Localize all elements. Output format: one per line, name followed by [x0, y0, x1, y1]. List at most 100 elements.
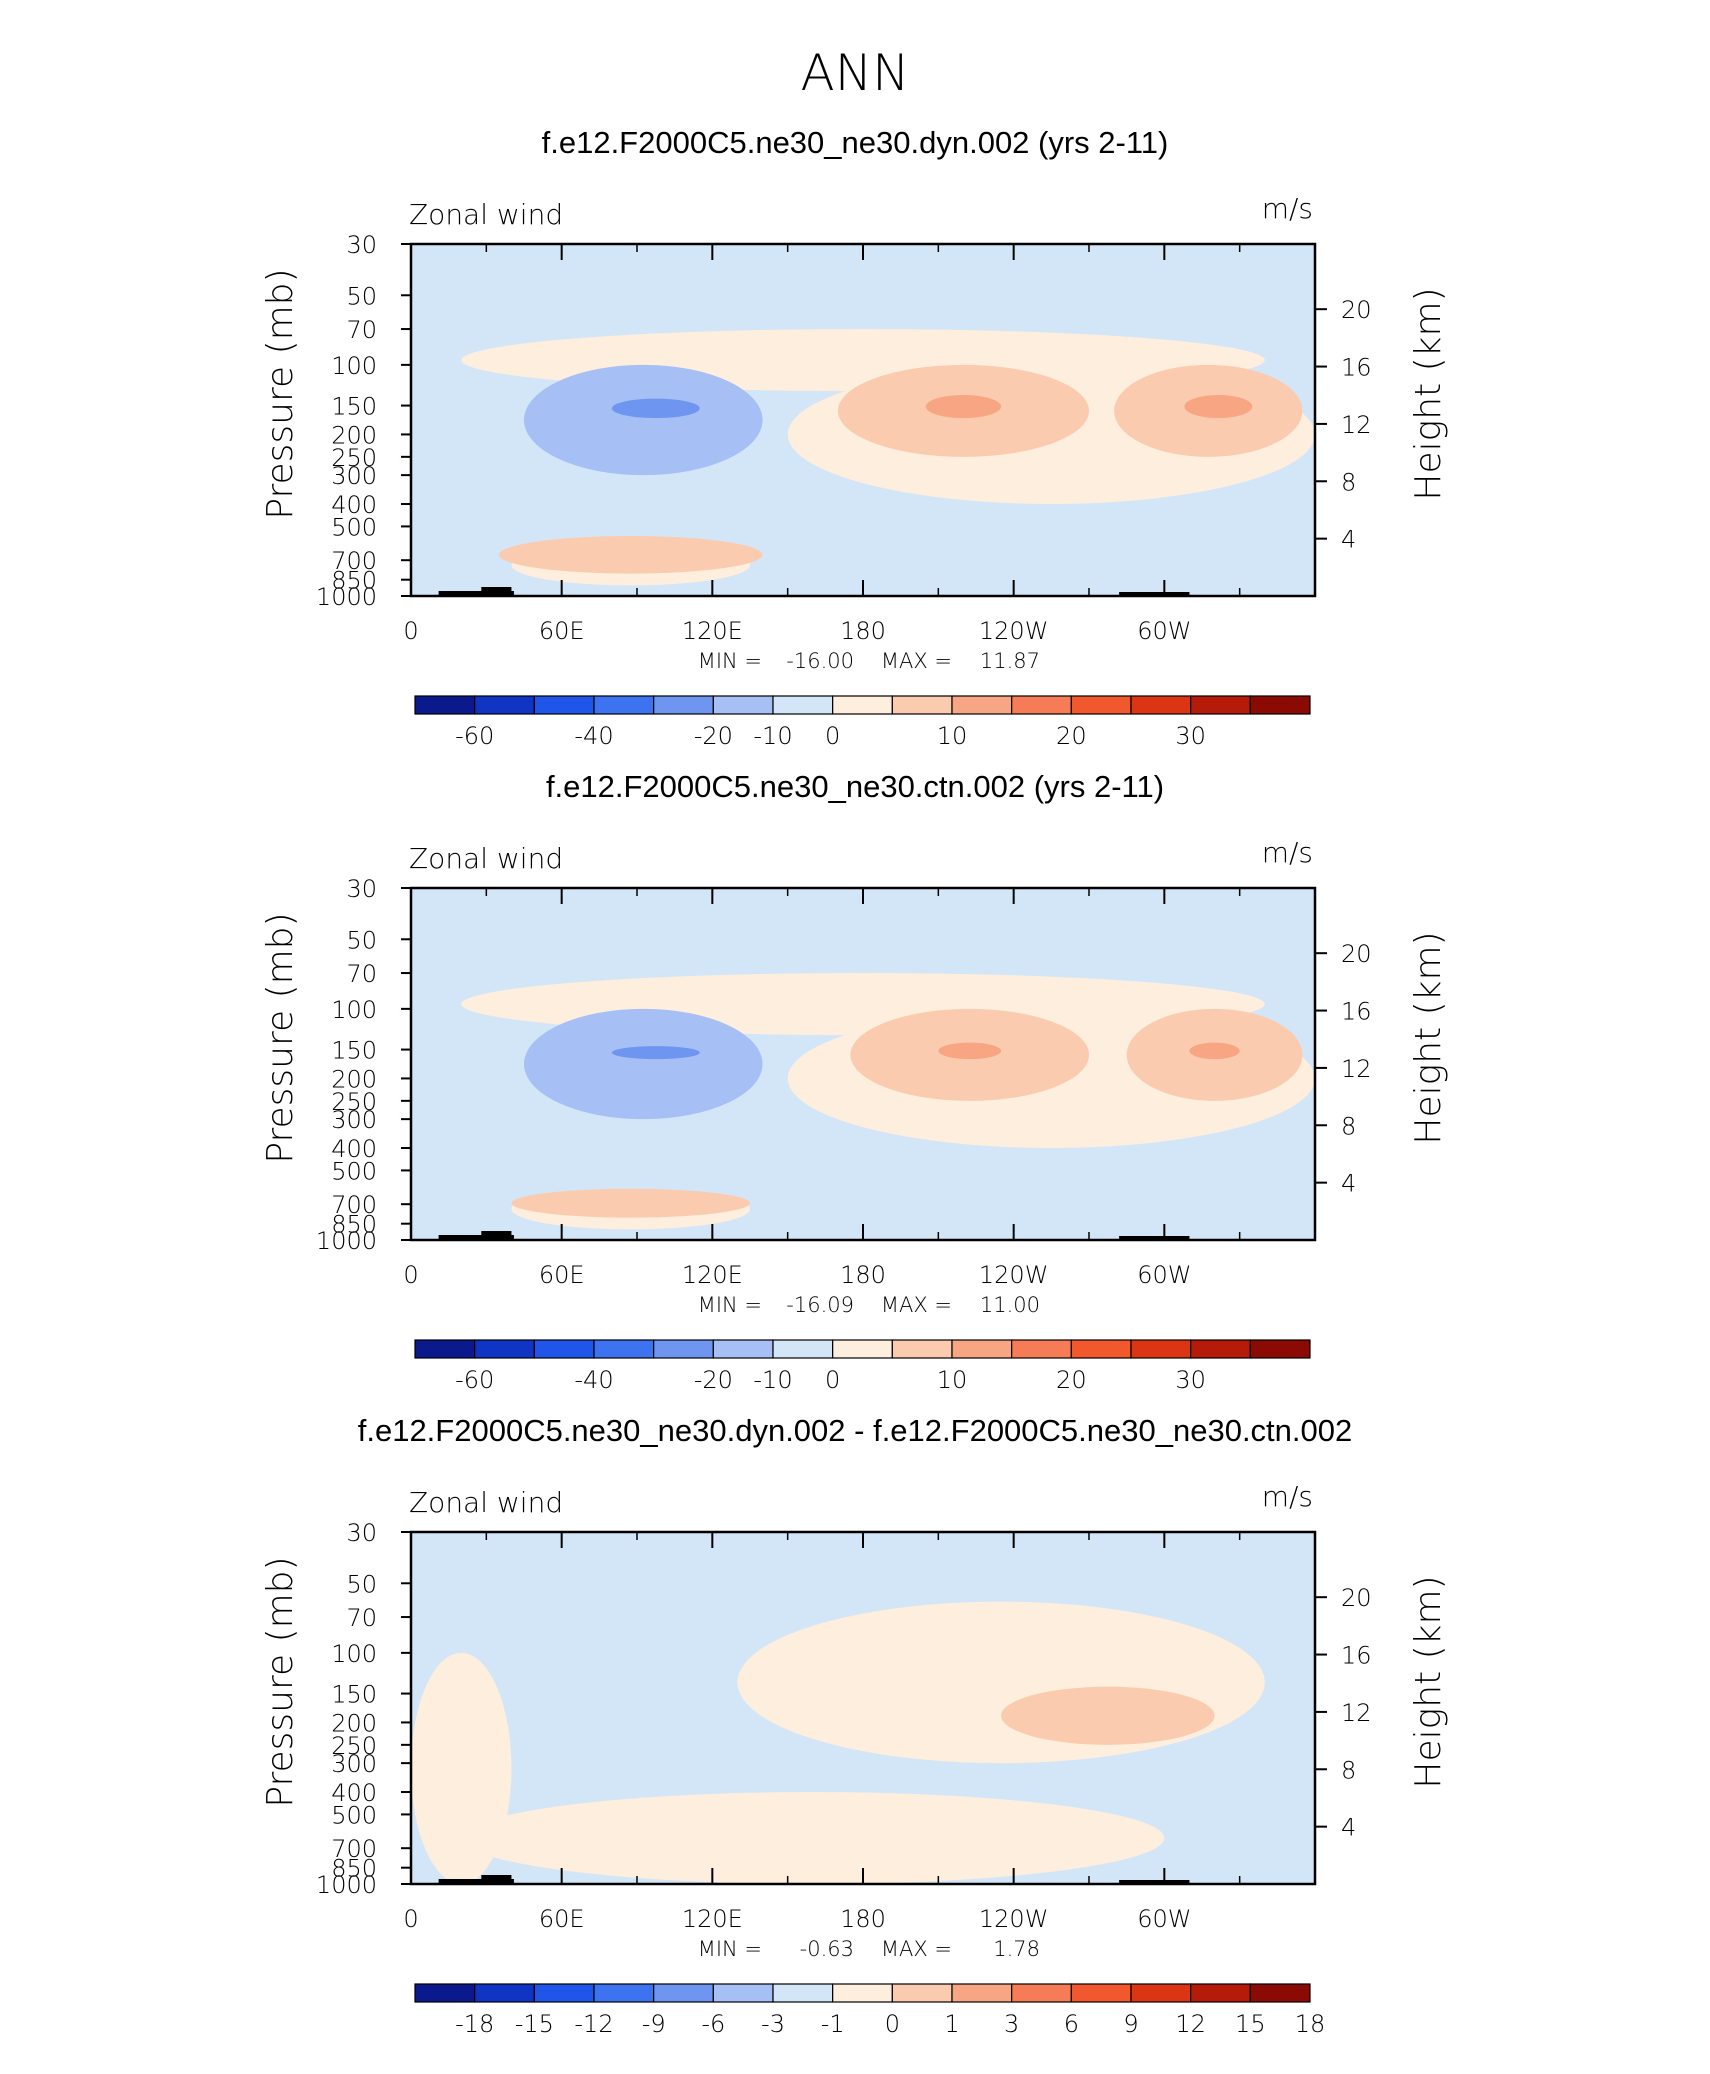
colorbar-box	[1249, 695, 1311, 715]
field-region-6	[1184, 394, 1253, 419]
y-axis-label-right: Height (km)	[1408, 931, 1449, 1144]
colorbar-label: 20	[1056, 722, 1087, 750]
colorbar-box	[593, 695, 655, 715]
y-tick-label: 400	[331, 1135, 377, 1163]
colorbar-box	[1249, 1339, 1311, 1359]
panel-title: f.e12.F2000C5.ne30_ne30.ctn.002 (yrs 2-1…	[546, 769, 1164, 804]
y-tick-label: 30	[346, 1519, 377, 1547]
x-tick-label: 120W	[979, 1905, 1049, 1933]
field-region-8	[611, 398, 700, 419]
left-label: Zonal wind	[409, 842, 563, 875]
colorbar-label: 0	[825, 1366, 840, 1394]
colorbar-box	[1190, 1983, 1251, 2003]
y-tick-label: 1000	[316, 1871, 377, 1899]
min-value: -16.09	[786, 1293, 854, 1317]
height-tick-label: 16	[1341, 1642, 1372, 1670]
colorbar-label: 10	[937, 722, 968, 750]
left-label: Zonal wind	[409, 198, 563, 231]
max-label: MAX =	[881, 1937, 952, 1961]
colorbar-label: -20	[694, 1366, 733, 1394]
colorbar-box	[593, 1339, 655, 1359]
colorbar-label: -60	[455, 1366, 494, 1394]
y-tick-label: 400	[331, 491, 377, 519]
colorbar-box	[533, 695, 595, 715]
y-tick-label: 150	[331, 1037, 377, 1065]
colorbar-box	[1011, 1983, 1072, 2003]
colorbar-box	[414, 1339, 476, 1359]
topography	[1119, 592, 1190, 596]
min-value: -0.63	[800, 1937, 854, 1961]
height-tick-label: 16	[1341, 998, 1372, 1026]
field	[411, 1532, 1315, 1884]
y-tick-label: 700	[331, 1191, 377, 1219]
x-tick-label: 60E	[539, 617, 585, 645]
colorbar-label: 1	[944, 2010, 959, 2038]
y-tick-label: 150	[331, 1681, 377, 1709]
colorbar-box	[474, 695, 535, 715]
y-tick-label: 150	[331, 393, 377, 421]
x-tick-label: 120E	[682, 1261, 743, 1289]
min-label: MIN =	[698, 1293, 762, 1317]
colorbar-box	[712, 1339, 774, 1359]
colorbar-label: -9	[642, 2010, 666, 2038]
panel-1: f.e12.F2000C5.ne30_ne30.dyn.002 (yrs 2-1…	[260, 125, 1449, 750]
x-tick-label: 120W	[979, 1261, 1049, 1289]
field-region-7	[524, 364, 763, 476]
colorbar-label: -10	[753, 1366, 792, 1394]
x-tick-label: 60W	[1137, 1261, 1191, 1289]
x-tick-label: 0	[403, 1905, 418, 1933]
colorbar-box	[891, 695, 953, 715]
height-tick-label: 4	[1341, 1814, 1356, 1842]
y-tick-label: 700	[331, 547, 377, 575]
colorbar-box	[653, 695, 714, 715]
x-tick-label: 0	[403, 617, 418, 645]
height-tick-label: 8	[1341, 1112, 1356, 1140]
field-region-10	[498, 535, 763, 574]
height-tick-label: 12	[1341, 411, 1372, 439]
y-tick-label: 30	[346, 231, 377, 259]
min-label: MIN =	[698, 649, 762, 673]
panel-title: f.e12.F2000C5.ne30_ne30.dyn.002 (yrs 2-1…	[542, 125, 1169, 160]
x-tick-label: 60E	[539, 1905, 585, 1933]
y-axis-label-right: Height (km)	[1408, 1575, 1449, 1788]
height-tick-label: 12	[1341, 1055, 1372, 1083]
colorbar-box	[891, 1983, 953, 2003]
field-region-1	[737, 1601, 1265, 1764]
max-label: MAX =	[881, 649, 952, 673]
colorbar-label: 9	[1123, 2010, 1138, 2038]
max-value: 1.78	[993, 1937, 1040, 1961]
y-tick-label: 300	[331, 1106, 377, 1134]
max-label: MAX =	[881, 1293, 952, 1317]
max-value: 11.00	[980, 1293, 1040, 1317]
panel-3: f.e12.F2000C5.ne30_ne30.dyn.002 - f.e12.…	[260, 1413, 1449, 2038]
colorbar-box	[1130, 1339, 1192, 1359]
colorbar-box	[593, 1983, 655, 2003]
colorbar: -60 -40 -20 -10 0 10 20 30	[414, 1339, 1311, 1394]
x-tick-label: 180	[840, 617, 886, 645]
field-region-8	[611, 1046, 700, 1060]
y-tick-label: 50	[346, 1570, 377, 1598]
colorbar-label: -6	[701, 2010, 725, 2038]
colorbar-box	[1070, 1983, 1132, 2003]
panel-2: f.e12.F2000C5.ne30_ne30.ctn.002 (yrs 2-1…	[260, 769, 1449, 1394]
height-tick-label: 20	[1341, 296, 1372, 324]
y-axis-label: Pressure (mb)	[260, 912, 301, 1163]
y-tick-label: 70	[346, 960, 377, 988]
min-value: -16.00	[786, 649, 854, 673]
colorbar-box	[1130, 695, 1192, 715]
colorbar-label: -40	[574, 1366, 613, 1394]
colorbar-box	[712, 695, 774, 715]
colorbar-label: 15	[1235, 2010, 1266, 2038]
y-tick-label: 100	[331, 996, 377, 1024]
x-tick-label: 60W	[1137, 617, 1191, 645]
height-tick-label: 8	[1341, 468, 1356, 496]
right-label: m/s	[1262, 192, 1313, 225]
y-tick-label: 30	[346, 875, 377, 903]
colorbar-box	[951, 695, 1013, 715]
y-axis-label: Pressure (mb)	[260, 1556, 301, 1807]
x-tick-label: 120E	[682, 617, 743, 645]
colorbar-box	[832, 695, 893, 715]
colorbar-label: 3	[1004, 2010, 1019, 2038]
colorbar-label: 6	[1064, 2010, 1079, 2038]
height-tick-label: 16	[1341, 354, 1372, 382]
